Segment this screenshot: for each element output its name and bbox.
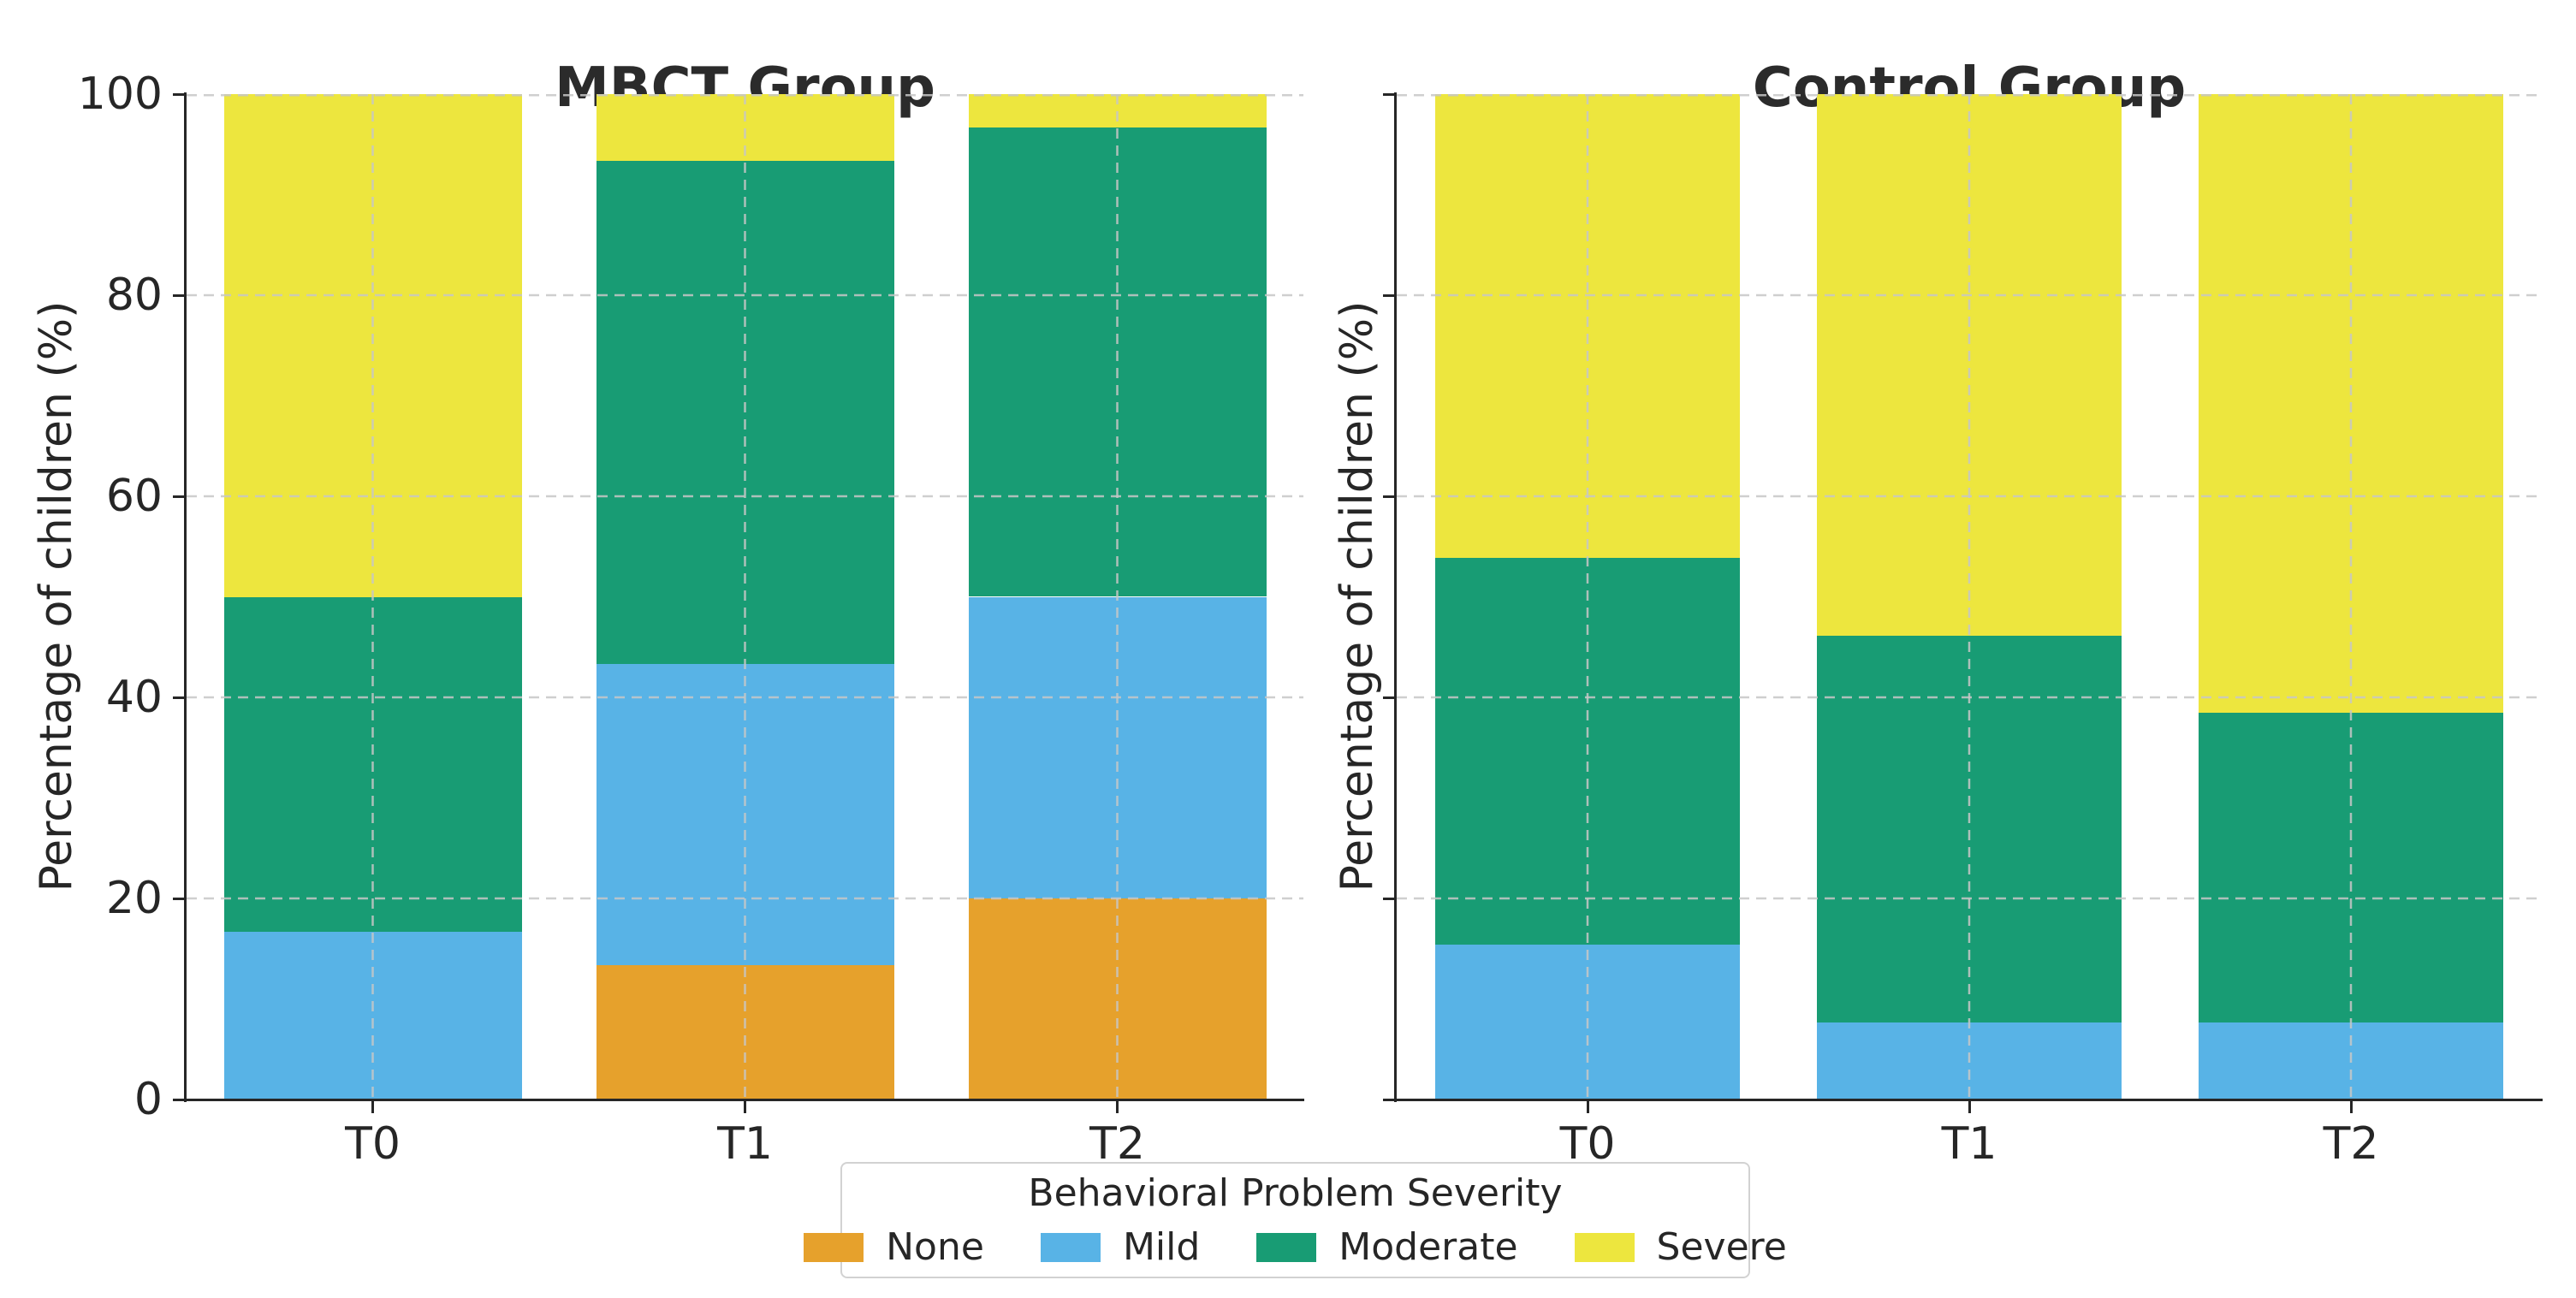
bar-segment-t1-none xyxy=(596,965,894,1099)
x-axis-spine xyxy=(184,1099,1304,1101)
bar-segment-t0-mild xyxy=(1434,945,1741,1099)
y-tick-60 xyxy=(1383,495,1395,498)
bar-segment-t1-moderate xyxy=(1816,635,2122,1022)
x-tick-t2 xyxy=(2349,1101,2353,1113)
bar-segment-t1-mild xyxy=(1816,1022,2122,1099)
y-tick-60 xyxy=(173,495,185,498)
bar-segment-t0-severe xyxy=(223,94,522,597)
bar-segment-t0-severe xyxy=(1434,94,1741,559)
bar-segment-t2-severe xyxy=(2198,94,2504,714)
legend-label-none: None xyxy=(886,1225,984,1269)
y-tick-80 xyxy=(1383,293,1395,297)
legend-entry-severe: Severe xyxy=(1574,1225,1787,1269)
y-tick-40 xyxy=(173,696,185,699)
x-axis-spine xyxy=(1394,1099,2543,1101)
y-tick-20 xyxy=(173,897,185,900)
y-tick-20 xyxy=(1383,897,1395,900)
bar-segment-t0-moderate xyxy=(1434,558,1741,945)
y-tick-80 xyxy=(173,293,185,297)
y-axis-label-control: Percentage of children (%) xyxy=(1332,300,1383,892)
x-tick-label-t2: T2 xyxy=(2323,1118,2379,1170)
legend-swatch-none xyxy=(804,1232,864,1262)
legend-entry-none: None xyxy=(804,1225,984,1269)
x-tick-t1 xyxy=(744,1101,746,1113)
y-tick-label-0: 0 xyxy=(134,1074,163,1125)
y-axis-spine xyxy=(1394,92,1397,1102)
legend-swatch-mild xyxy=(1040,1232,1101,1262)
y-tick-40 xyxy=(1383,696,1395,699)
bar-segment-t2-moderate xyxy=(968,127,1267,597)
legend-label-moderate: Moderate xyxy=(1338,1225,1518,1269)
y-tick-100 xyxy=(1383,92,1395,96)
x-tick-t0 xyxy=(1586,1101,1589,1113)
bar-segment-t2-mild xyxy=(2198,1022,2504,1099)
legend-swatch-moderate xyxy=(1256,1232,1317,1262)
bar-segment-t2-none xyxy=(968,898,1267,1099)
x-tick-label-t1: T1 xyxy=(717,1118,773,1170)
y-tick-0 xyxy=(1383,1098,1395,1101)
x-tick-label-t0: T0 xyxy=(345,1118,401,1170)
chart-title-control: Control Group xyxy=(1752,56,2187,121)
x-tick-t1 xyxy=(1968,1101,1971,1113)
bar-segment-t0-moderate xyxy=(223,596,522,933)
legend-entry-mild: Mild xyxy=(1040,1225,1201,1269)
y-axis-label-mbct: Percentage of children (%) xyxy=(31,300,82,892)
bar-segment-t2-mild xyxy=(968,596,1267,898)
legend: Behavioral Problem Severity None Mild Mode… xyxy=(804,1162,1787,1278)
bar-segment-t1-mild xyxy=(596,663,894,966)
bar-segment-t1-moderate xyxy=(596,161,894,664)
legend-swatch-severe xyxy=(1574,1232,1635,1262)
bar-segment-t2-moderate xyxy=(2198,713,2504,1022)
x-tick-t2 xyxy=(1116,1101,1119,1113)
y-tick-0 xyxy=(173,1098,185,1101)
x-tick-t0 xyxy=(371,1101,374,1113)
y-axis-spine xyxy=(184,92,187,1102)
bar-segment-t0-mild xyxy=(223,932,522,1099)
x-tick-label-t1: T1 xyxy=(1941,1118,1997,1170)
chart-title-mbct: MBCT Group xyxy=(555,56,935,121)
legend-entry-moderate: Moderate xyxy=(1256,1225,1518,1269)
y-tick-100 xyxy=(173,92,185,96)
gridlines xyxy=(187,94,1303,1099)
legend-label-mild: Mild xyxy=(1122,1225,1201,1269)
gridlines xyxy=(1397,94,2542,1099)
bar-segment-t1-severe xyxy=(1816,94,2122,636)
legend-title: Behavioral Problem Severity xyxy=(1028,1171,1563,1215)
legend-label-severe: Severe xyxy=(1656,1225,1787,1269)
y-tick-label-100: 100 xyxy=(77,68,163,120)
legend-entries: None Mild Moderate Severe xyxy=(804,1225,1787,1269)
